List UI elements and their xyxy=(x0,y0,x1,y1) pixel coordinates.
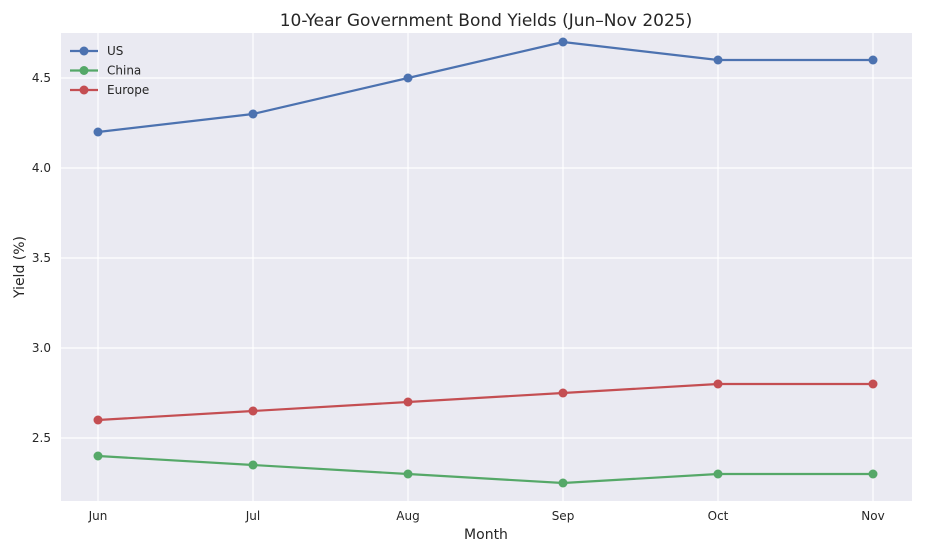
series-us xyxy=(93,37,878,137)
legend-label-us: US xyxy=(107,44,123,58)
x-tick-label: Aug xyxy=(396,509,419,523)
y-tick-label: 4.5 xyxy=(32,71,51,85)
x-tick-label: Sep xyxy=(552,509,575,523)
data-point-us xyxy=(868,55,878,65)
data-point-china xyxy=(713,469,723,479)
data-point-us xyxy=(93,127,103,137)
legend-label-china: China xyxy=(107,64,141,78)
x-tick-label: Jun xyxy=(88,509,108,523)
y-tick-labels: 2.5 3.0 3.5 4.0 4.5 xyxy=(32,71,51,445)
series-europe xyxy=(93,379,878,425)
chart-title: 10-Year Government Bond Yields (Jun–Nov … xyxy=(280,11,693,31)
y-tick-label: 2.5 xyxy=(32,431,51,445)
legend: US China Europe xyxy=(70,44,149,97)
data-point-europe xyxy=(403,397,413,407)
y-tick-label: 3.0 xyxy=(32,341,51,355)
y-axis-label: Yield (%) xyxy=(12,236,28,299)
x-tick-label: Jul xyxy=(245,509,260,523)
x-axis-label: Month xyxy=(464,527,508,543)
series-line-china xyxy=(97,454,873,485)
y-tick-label: 4.0 xyxy=(32,161,51,175)
data-point-europe xyxy=(558,388,568,398)
series-layer xyxy=(93,37,878,488)
legend-marker-europe xyxy=(79,85,89,95)
data-point-us xyxy=(248,109,258,119)
legend-item-europe: Europe xyxy=(70,83,149,97)
series-china xyxy=(93,451,878,488)
data-point-china xyxy=(93,451,103,461)
legend-item-us: US xyxy=(70,44,123,58)
data-point-europe xyxy=(248,406,258,416)
data-point-europe xyxy=(868,379,878,389)
grid-lines xyxy=(61,33,912,501)
data-point-us xyxy=(403,73,413,83)
data-point-us xyxy=(558,37,568,47)
data-point-china xyxy=(403,469,413,479)
x-tick-labels: Jun Jul Aug Sep Oct Nov xyxy=(88,509,885,523)
legend-label-europe: Europe xyxy=(107,83,149,97)
plot-background xyxy=(61,33,912,501)
legend-item-china: China xyxy=(70,64,141,78)
series-line-us xyxy=(97,40,873,134)
y-tick-label: 3.5 xyxy=(32,251,51,265)
series-line-europe xyxy=(97,382,873,422)
legend-marker-us xyxy=(79,46,89,56)
x-tick-label: Oct xyxy=(708,509,729,523)
data-point-us xyxy=(713,55,723,65)
data-point-china xyxy=(868,469,878,479)
data-point-china xyxy=(248,460,258,470)
legend-marker-china xyxy=(79,66,89,75)
data-point-europe xyxy=(713,379,723,389)
data-point-europe xyxy=(93,415,103,425)
data-point-china xyxy=(558,478,568,488)
x-tick-label: Nov xyxy=(861,509,884,523)
